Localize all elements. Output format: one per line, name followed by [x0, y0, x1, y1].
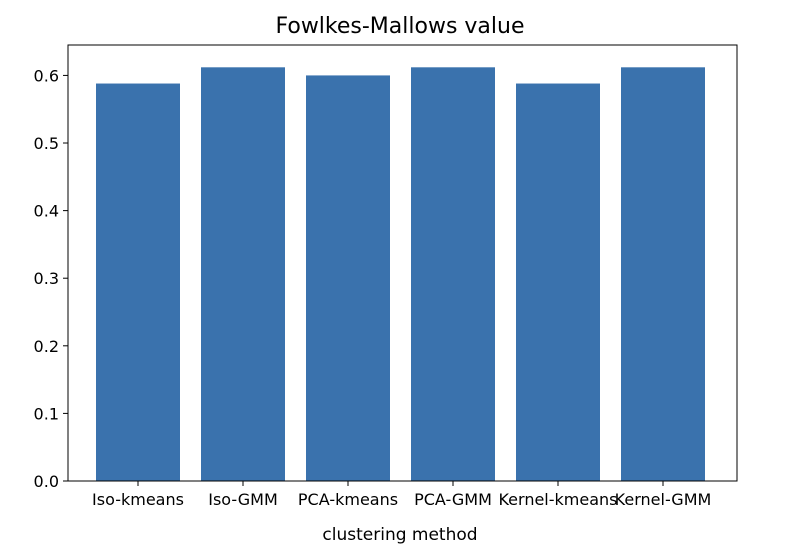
- bar-iso-gmm: [201, 67, 285, 481]
- y-tick-label: 0.3: [34, 269, 59, 288]
- x-tick-label: PCA-GMM: [414, 490, 492, 509]
- bars-group: [96, 67, 705, 481]
- bar-kernel-kmeans: [516, 83, 600, 481]
- bar-iso-kmeans: [96, 83, 180, 481]
- y-tick-label: 0.2: [34, 337, 59, 356]
- y-tick-label: 0.1: [34, 404, 59, 423]
- y-tick-label: 0.6: [34, 66, 59, 85]
- y-tick-label: 0.0: [34, 472, 59, 491]
- y-axis-ticks: 0.0 0.1 0.2 0.3 0.4 0.5 0.6: [34, 66, 68, 491]
- bar-pca-gmm: [411, 67, 495, 481]
- plot-frame: [67, 44, 738, 482]
- x-tick-label: Kernel-kmeans: [498, 490, 617, 509]
- chart-title: Fowlkes-Mallows value: [275, 14, 524, 39]
- x-tick-label: Kernel-GMM: [615, 490, 712, 509]
- x-tick-label: Iso-GMM: [208, 490, 278, 509]
- x-tick-label: Iso-kmeans: [92, 490, 184, 509]
- bar-pca-kmeans: [306, 75, 390, 481]
- bar-kernel-gmm: [621, 67, 705, 481]
- y-tick-label: 0.5: [34, 134, 59, 153]
- x-axis-label: clustering method: [322, 525, 477, 545]
- y-tick-label: 0.4: [34, 202, 59, 221]
- x-axis-ticks: Iso-kmeans Iso-GMM PCA-kmeans PCA-GMM Kernel…: [92, 481, 711, 509]
- x-tick-label: PCA-kmeans: [298, 490, 398, 509]
